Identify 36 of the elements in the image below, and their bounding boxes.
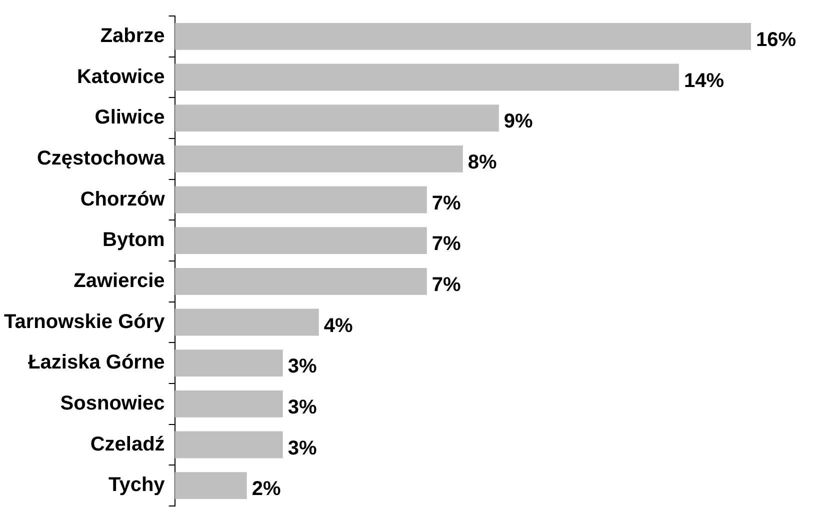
bar xyxy=(174,227,427,254)
bar xyxy=(174,268,427,295)
y-tick-label: Tychy xyxy=(108,474,166,496)
y-tick-label: Bytom xyxy=(102,229,165,252)
y-tick-label: Czeladź xyxy=(90,433,165,456)
data-label: 4% xyxy=(324,314,353,337)
data-label: 7% xyxy=(432,192,462,214)
bar xyxy=(174,308,319,336)
data-label: 8% xyxy=(468,151,498,174)
data-label: 7% xyxy=(432,233,462,256)
data-label: 7% xyxy=(432,274,462,296)
bar xyxy=(174,64,679,91)
y-tick-label: Łaziska Górne xyxy=(28,352,165,374)
y-tick-label: Sosnowiec xyxy=(60,392,165,414)
data-label: 16% xyxy=(756,28,796,51)
data-label: 3% xyxy=(288,396,317,418)
bar xyxy=(174,104,499,132)
bar xyxy=(174,145,463,172)
data-label: 9% xyxy=(504,110,534,133)
y-tick-label: Zawiercie xyxy=(74,270,165,292)
y-tick-label: Gliwice xyxy=(94,106,165,129)
data-label: 14% xyxy=(684,70,724,92)
data-label: 3% xyxy=(288,437,317,460)
y-tick-label: Chorzów xyxy=(80,188,166,210)
y-tick-label: Katowice xyxy=(76,66,165,88)
y-tick-label: Zabrze xyxy=(100,24,165,47)
bar xyxy=(174,390,283,418)
bar xyxy=(174,431,283,458)
bar xyxy=(174,350,283,377)
bar xyxy=(174,186,427,214)
data-label: 2% xyxy=(252,478,281,500)
bar xyxy=(174,472,247,500)
y-tick-label: Częstochowa xyxy=(36,147,166,170)
bar xyxy=(174,22,751,50)
y-tick-label: Tarnowskie Góry xyxy=(4,310,166,333)
data-label: 3% xyxy=(288,356,317,378)
